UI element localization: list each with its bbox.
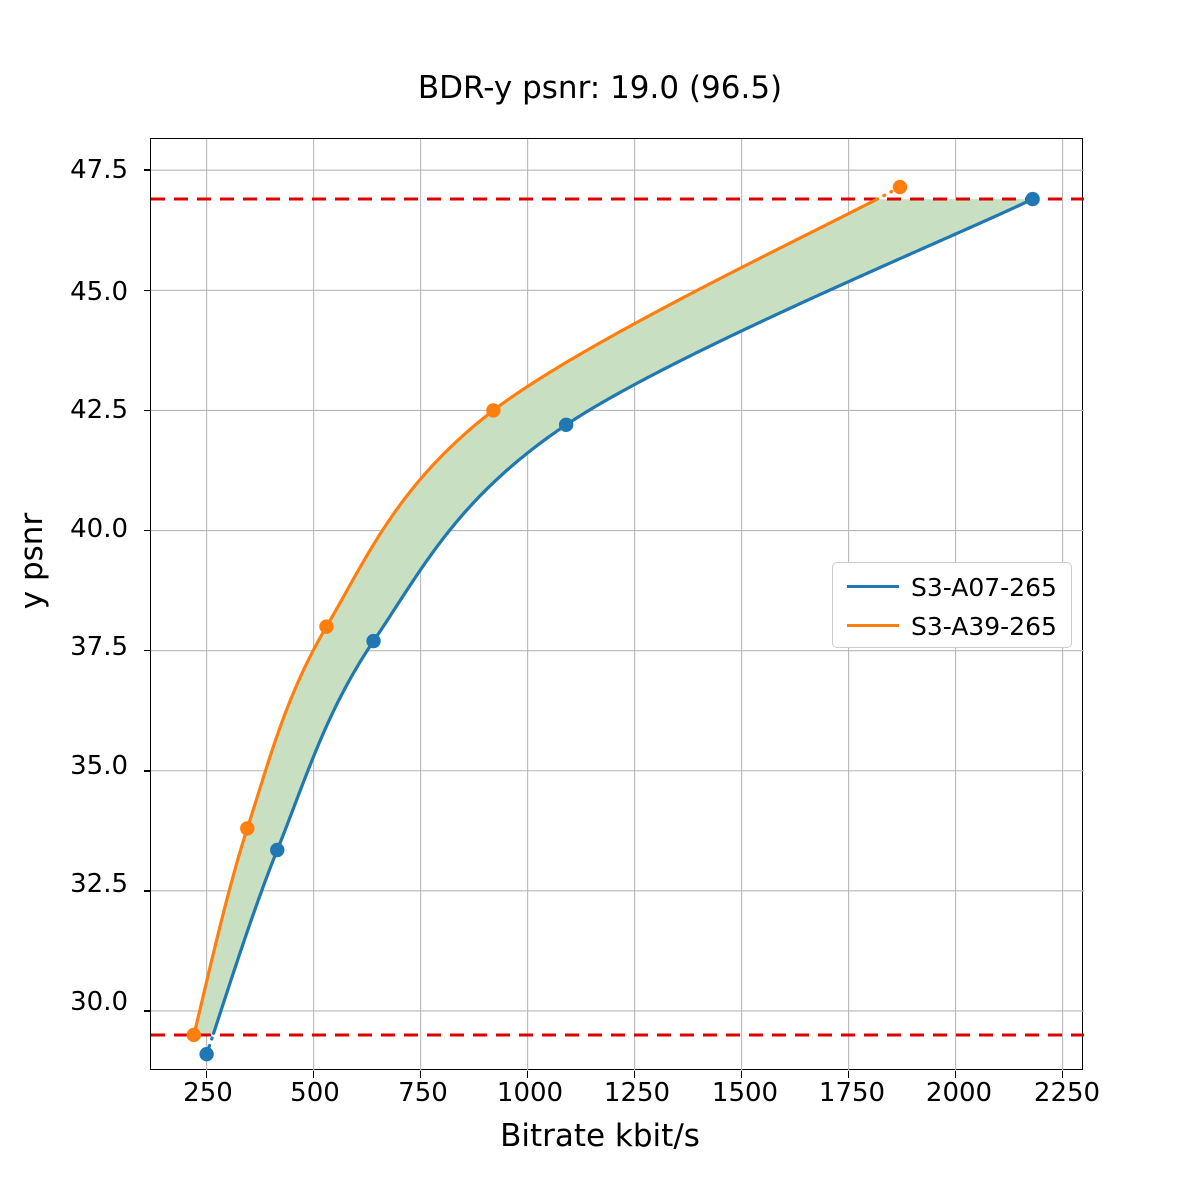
x-tick-mark bbox=[526, 1071, 529, 1078]
y-tick-mark bbox=[144, 1010, 151, 1012]
legend-label: S3-A39-265 bbox=[911, 612, 1057, 641]
x-tick-label: 2000 bbox=[925, 1078, 993, 1108]
x-tick-label: 250 bbox=[183, 1078, 233, 1108]
data-point-s3-a39-265 bbox=[186, 1027, 201, 1043]
y-tick-label: 40.0 bbox=[70, 514, 128, 544]
data-point-s3-a07-265 bbox=[366, 633, 381, 649]
data-point-s3-a07-265 bbox=[1025, 191, 1040, 207]
y-tick-label: 47.5 bbox=[70, 155, 128, 185]
bd-rate-fill-region bbox=[193, 199, 1033, 1035]
y-tick-mark bbox=[144, 529, 151, 532]
y-tick-mark bbox=[144, 409, 151, 412]
legend-item-1: S3-A39-265 bbox=[833, 607, 1073, 643]
x-tick-mark bbox=[1061, 1071, 1064, 1078]
legend: S3-A07-265 S3-A39-265 bbox=[832, 562, 1072, 648]
chart-title: BDR-y psnr: 19.0 (96.5) bbox=[417, 70, 783, 106]
y-tick-label: 45.0 bbox=[70, 277, 128, 307]
plot-canvas bbox=[151, 139, 1084, 1071]
data-point-s3-a39-265 bbox=[240, 821, 255, 836]
x-tick-mark bbox=[847, 1071, 850, 1078]
y-axis-label: y psnr bbox=[14, 512, 50, 610]
y-tick-label: 42.5 bbox=[70, 395, 128, 425]
legend-label: S3-A07-265 bbox=[911, 573, 1057, 602]
data-point-s3-a07-265 bbox=[199, 1046, 214, 1062]
x-tick-label: 2250 bbox=[1033, 1078, 1101, 1108]
y-tick-label: 35.0 bbox=[70, 751, 128, 781]
y-tick-mark bbox=[144, 769, 151, 772]
x-tick-label: 750 bbox=[398, 1078, 448, 1108]
x-tick-label: 1750 bbox=[818, 1078, 886, 1108]
y-tick-label: 37.5 bbox=[70, 632, 128, 662]
series-lines bbox=[192, 185, 1035, 1056]
data-point-s3-a07-265 bbox=[558, 417, 574, 433]
y-tick-label: 32.5 bbox=[70, 869, 128, 899]
legend-item-0: S3-A07-265 bbox=[833, 568, 1073, 604]
reference-hlines bbox=[151, 197, 1084, 1037]
x-axis-label: Bitrate kbit/s bbox=[500, 1118, 700, 1154]
x-tick-label: 1500 bbox=[711, 1078, 779, 1108]
y-tick-mark bbox=[144, 649, 151, 652]
legend-swatch-blue bbox=[847, 585, 899, 588]
x-tick-label: 1250 bbox=[603, 1078, 671, 1108]
legend-swatch-orange bbox=[847, 624, 899, 627]
series-markers bbox=[186, 179, 1040, 1062]
x-tick-mark bbox=[954, 1071, 957, 1078]
x-tick-mark bbox=[205, 1071, 208, 1078]
y-tick-mark bbox=[144, 890, 151, 892]
data-point-s3-a07-265 bbox=[270, 842, 285, 858]
data-point-s3-a39-265 bbox=[319, 619, 334, 634]
x-tick-mark bbox=[419, 1071, 422, 1078]
x-tick-mark bbox=[740, 1071, 743, 1078]
y-tick-mark bbox=[144, 169, 151, 172]
data-point-s3-a39-265 bbox=[486, 403, 501, 418]
x-tick-mark bbox=[633, 1071, 636, 1078]
x-tick-label: 1000 bbox=[496, 1078, 564, 1108]
data-point-s3-a39-265 bbox=[892, 179, 908, 195]
y-tick-mark bbox=[144, 289, 151, 292]
x-tick-mark bbox=[312, 1071, 315, 1078]
y-tick-label: 30.0 bbox=[70, 987, 128, 1017]
x-tick-label: 500 bbox=[290, 1078, 340, 1108]
